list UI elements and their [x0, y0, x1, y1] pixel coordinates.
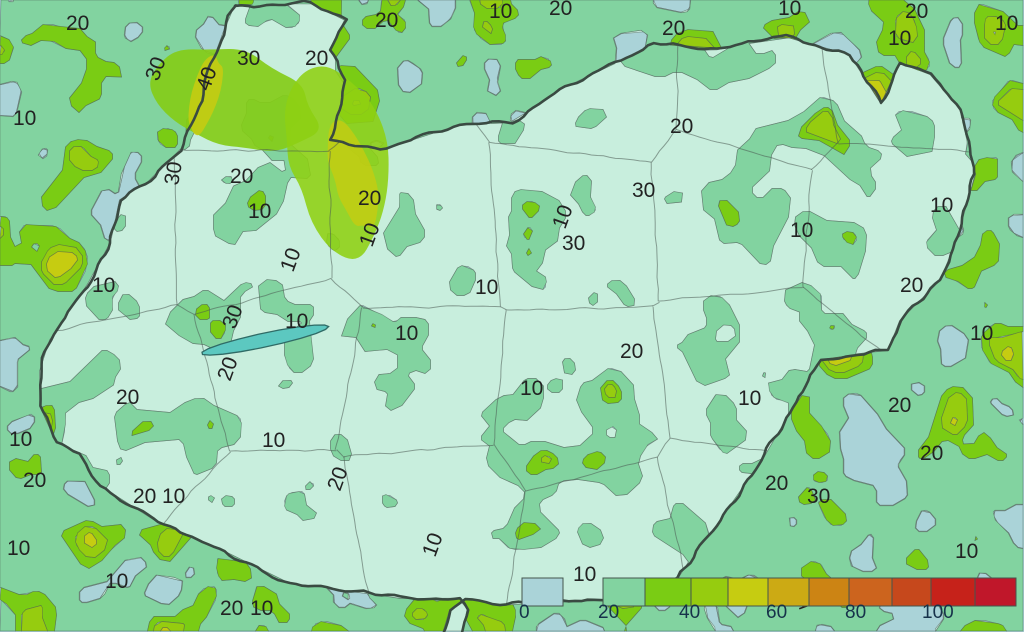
svg-text:30: 30 — [160, 160, 187, 187]
svg-text:10: 10 — [248, 200, 271, 223]
svg-text:10: 10 — [995, 12, 1018, 35]
svg-text:80: 80 — [845, 602, 866, 623]
svg-text:10: 10 — [395, 322, 418, 345]
svg-text:30: 30 — [237, 47, 260, 70]
svg-text:20: 20 — [920, 442, 943, 465]
svg-text:30: 30 — [632, 179, 655, 202]
svg-text:10: 10 — [250, 597, 273, 620]
svg-text:20: 20 — [358, 187, 381, 210]
svg-text:10: 10 — [13, 107, 36, 130]
svg-text:20: 20 — [220, 597, 243, 620]
svg-text:10: 10 — [105, 570, 128, 593]
svg-text:30: 30 — [562, 232, 585, 255]
svg-text:20: 20 — [375, 9, 398, 32]
svg-text:20: 20 — [888, 394, 911, 417]
svg-text:40: 40 — [679, 602, 700, 623]
svg-text:20: 20 — [662, 17, 685, 40]
svg-text:20: 20 — [133, 485, 156, 508]
svg-text:10: 10 — [520, 377, 543, 400]
svg-text:20: 20 — [549, 0, 572, 20]
svg-text:10: 10 — [7, 537, 30, 560]
svg-text:20: 20 — [116, 386, 139, 409]
svg-text:10: 10 — [970, 322, 993, 345]
svg-text:10: 10 — [573, 563, 596, 586]
svg-text:20: 20 — [670, 115, 693, 138]
svg-text:20: 20 — [66, 12, 89, 35]
svg-text:10: 10 — [930, 194, 953, 217]
svg-text:20: 20 — [765, 472, 788, 495]
svg-text:10: 10 — [285, 310, 308, 333]
svg-text:10: 10 — [262, 429, 285, 452]
svg-text:60: 60 — [766, 602, 787, 623]
svg-text:10: 10 — [955, 540, 978, 563]
svg-text:100: 100 — [922, 602, 954, 623]
svg-text:20: 20 — [230, 165, 253, 188]
svg-text:20: 20 — [905, 0, 928, 23]
svg-text:20: 20 — [900, 274, 923, 297]
svg-text:10: 10 — [888, 27, 911, 50]
svg-text:10: 10 — [92, 274, 115, 297]
svg-text:10: 10 — [778, 0, 801, 20]
svg-text:20: 20 — [620, 340, 643, 363]
svg-text:20: 20 — [305, 47, 328, 70]
svg-text:10: 10 — [489, 0, 512, 23]
svg-text:10: 10 — [790, 219, 813, 242]
svg-text:20: 20 — [598, 602, 619, 623]
svg-text:10: 10 — [475, 276, 498, 299]
svg-text:10: 10 — [738, 387, 761, 410]
svg-text:10: 10 — [162, 485, 185, 508]
svg-text:20: 20 — [23, 469, 46, 492]
svg-text:10: 10 — [9, 428, 32, 451]
svg-text:0: 0 — [519, 602, 530, 623]
svg-text:30: 30 — [807, 485, 830, 508]
